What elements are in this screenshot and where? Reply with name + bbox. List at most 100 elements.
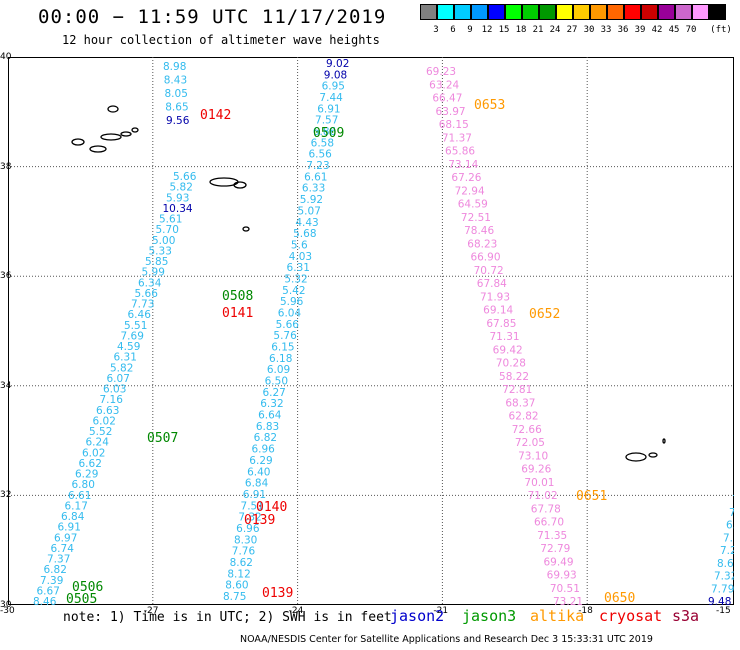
legend-label: 18 bbox=[515, 25, 527, 35]
wave-height-label: 72.66 bbox=[512, 424, 542, 436]
wave-height-label: 6.03 bbox=[103, 384, 126, 396]
wave-height-label: 6.02 bbox=[93, 415, 116, 427]
wave-height-label: 6.86 bbox=[313, 126, 337, 138]
wave-height-label: 69.23 bbox=[426, 66, 456, 78]
wave-height-label: 5.70 bbox=[156, 224, 179, 236]
island-outline bbox=[648, 452, 658, 458]
wave-height-label: 7 bbox=[732, 494, 734, 506]
wave-height-label: 78.46 bbox=[464, 225, 494, 237]
island-outline bbox=[71, 138, 85, 146]
wave-height-label: 6.46 bbox=[128, 309, 152, 321]
wave-height-label: 8.65 bbox=[717, 558, 734, 570]
wave-height-label: 5.61 bbox=[159, 214, 182, 226]
wave-height-label: 8.05 bbox=[165, 88, 188, 100]
satellite-name: jason3 bbox=[462, 607, 517, 625]
wave-height-label: 68.37 bbox=[505, 397, 535, 409]
wave-height-label: 66.47 bbox=[432, 93, 462, 105]
wave-height-label: 63.24 bbox=[429, 79, 459, 91]
wave-height-label: 6.34 bbox=[138, 277, 162, 289]
wave-height-label: 6.32 bbox=[260, 398, 283, 410]
wave-height-label: 9.56 bbox=[166, 115, 190, 127]
wave-height-label: 63.97 bbox=[436, 106, 466, 118]
wave-height-label: 6.07 bbox=[107, 373, 130, 385]
wave-height-label: 5.32 bbox=[284, 273, 307, 285]
legend-swatch bbox=[437, 4, 454, 20]
wave-height-label: 69.14 bbox=[483, 305, 513, 317]
legend-swatch bbox=[607, 4, 624, 20]
wave-height-label: 72.05 bbox=[515, 437, 545, 449]
legend-swatch bbox=[539, 4, 556, 20]
wave-height-label: 6.24 bbox=[86, 437, 110, 449]
wave-height-label: 6.29 bbox=[249, 455, 272, 467]
wave-height-label: 5.92 bbox=[300, 194, 323, 206]
altimeter-track: 8.98 8.438.05 8.659.56 bbox=[163, 61, 190, 127]
legend-label: 36 bbox=[617, 25, 629, 35]
wave-height-label: 5.52 bbox=[89, 426, 112, 438]
legend-swatch bbox=[641, 4, 658, 20]
wave-height-label: 70.51 bbox=[550, 583, 580, 595]
wave-height-label: 7.23 bbox=[306, 160, 329, 172]
wave-height-label: 7.32 bbox=[238, 512, 261, 524]
latitude-tick-label: 40 bbox=[0, 52, 12, 62]
wave-height-label: 6.82 bbox=[254, 432, 277, 444]
map-frame bbox=[8, 57, 734, 605]
wave-height-label: 5.85 bbox=[145, 256, 168, 268]
longitude-tick-label: -24 bbox=[288, 606, 304, 616]
wave-height-label: 73.10 bbox=[518, 450, 548, 462]
legend-swatch bbox=[709, 4, 726, 20]
wave-height-label: 68.15 bbox=[439, 119, 469, 131]
wave-height-label: 73.14 bbox=[448, 159, 478, 171]
wave-height-label: 6.97 bbox=[54, 532, 77, 544]
wave-height-map: 8.98 8.43 8.05 8.65 9.56 9.02 9.08 6.95 7.44 6.91… bbox=[8, 57, 734, 605]
satellite-name: cryosat bbox=[599, 607, 663, 625]
wave-height-label: 9.48 bbox=[708, 596, 731, 605]
wave-height-label: 73.21 bbox=[553, 596, 583, 605]
satellite-name: altika bbox=[530, 607, 585, 625]
pass-time-label: 0506 bbox=[72, 580, 103, 595]
pass-time-label: 0505 bbox=[66, 592, 97, 605]
wave-height-label: 6.31 bbox=[287, 262, 310, 274]
wave-height-label: 9.08 bbox=[324, 69, 347, 81]
wave-height-label: 6.91 bbox=[317, 103, 340, 115]
legend-label: 45 bbox=[668, 25, 680, 35]
pass-time-label: 0508 bbox=[222, 289, 253, 304]
wave-height-label: 10.34 bbox=[163, 203, 193, 215]
wave-height-label: 6.29 bbox=[75, 469, 98, 481]
legend-label: 21 bbox=[532, 25, 544, 35]
wave-height-label: 6.67 bbox=[37, 585, 60, 597]
wave-height-label: 6.61 bbox=[304, 171, 327, 183]
latitude-tick-label: 36 bbox=[0, 271, 12, 282]
wave-height-label: 6.80 bbox=[72, 479, 95, 491]
wave-height-label: 6.27 bbox=[262, 387, 285, 399]
wave-height-label: 66.90 bbox=[470, 252, 500, 264]
wave-height-label: 69.42 bbox=[493, 344, 523, 356]
wave-height-label: 6.15 bbox=[271, 342, 294, 354]
wave-height-label: 71.93 bbox=[480, 291, 510, 303]
island-outline bbox=[662, 438, 666, 444]
pass-time-label: 0140 bbox=[256, 500, 287, 515]
wave-height-label: 70.01 bbox=[524, 477, 554, 489]
altimeter-track: 5.665.825.9310.345.615.705.005.335.855.9… bbox=[33, 171, 197, 605]
wave-height-label: 66.70 bbox=[534, 517, 564, 529]
wave-height-label: 6.62 bbox=[79, 458, 102, 470]
wave-height-label: 7.57 bbox=[315, 115, 338, 127]
legend-swatch bbox=[624, 4, 641, 20]
legend-label: 3 bbox=[433, 25, 439, 35]
wave-height-label: 7.76 bbox=[232, 546, 256, 558]
wave-height-label: 6.04 bbox=[278, 307, 302, 319]
wave-height-label: 6.17 bbox=[65, 500, 88, 512]
page-title: 00:00 − 11:59 UTC 11/17/2019 bbox=[38, 6, 387, 28]
wave-height-label: 5.76 bbox=[273, 330, 297, 342]
wave-height-label: 72.94 bbox=[455, 185, 485, 197]
wave-height-label: 7.32 bbox=[714, 571, 734, 583]
legend-swatch bbox=[556, 4, 573, 20]
wave-height-label: 6.61 bbox=[68, 490, 91, 502]
credit-line: NOAA/NESDIS Center for Satellite Applica… bbox=[240, 634, 653, 645]
legend-swatch bbox=[658, 4, 675, 20]
wave-height-label: 6.83 bbox=[256, 421, 279, 433]
wave-height-label: 7. bbox=[729, 507, 734, 519]
wave-height-label: 6.18 bbox=[269, 353, 292, 365]
wave-height-label: 6.84 bbox=[61, 511, 85, 523]
wave-height-label: 7.79 bbox=[711, 583, 734, 595]
legend-swatch bbox=[590, 4, 607, 20]
